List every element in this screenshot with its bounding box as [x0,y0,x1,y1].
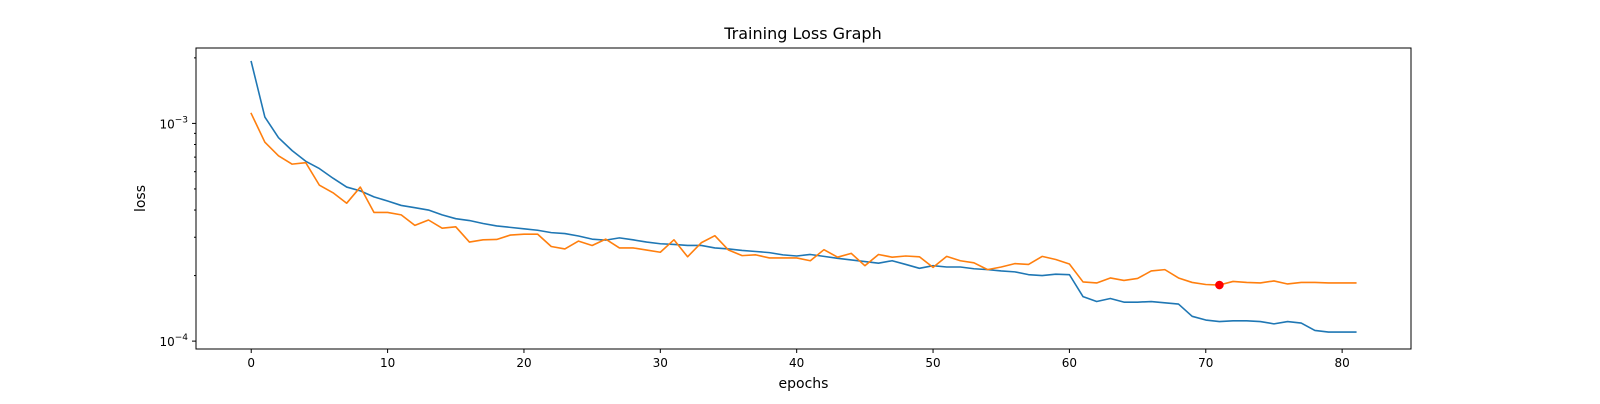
x-tick-label: 30 [653,356,668,370]
plot-area [250,60,1357,333]
chart-title: Training Loss Graph [723,24,881,43]
x-tick-label: 40 [789,356,804,370]
x-tick-label: 60 [1062,356,1077,370]
x-axis-label: epochs [779,376,829,392]
y-axis-label: loss [133,185,149,212]
x-tick-label: 10 [380,356,395,370]
y-tick-label: 10−3 [159,115,188,131]
x-axis: 0 10 20 30 40 50 60 70 80 [247,349,1350,370]
series-line-1 [250,60,1357,333]
series-line-2 [250,112,1357,286]
x-tick-label: 80 [1334,356,1349,370]
best-epoch-marker [1215,280,1224,290]
x-tick-label: 50 [925,356,940,370]
x-tick-label: 0 [247,356,255,370]
y-axis: 10−4 10−3 [159,57,196,349]
y-tick-label: 10−4 [159,333,188,349]
x-tick-label: 20 [516,356,531,370]
x-tick-label: 70 [1198,356,1213,370]
axes-frame [195,47,1412,350]
